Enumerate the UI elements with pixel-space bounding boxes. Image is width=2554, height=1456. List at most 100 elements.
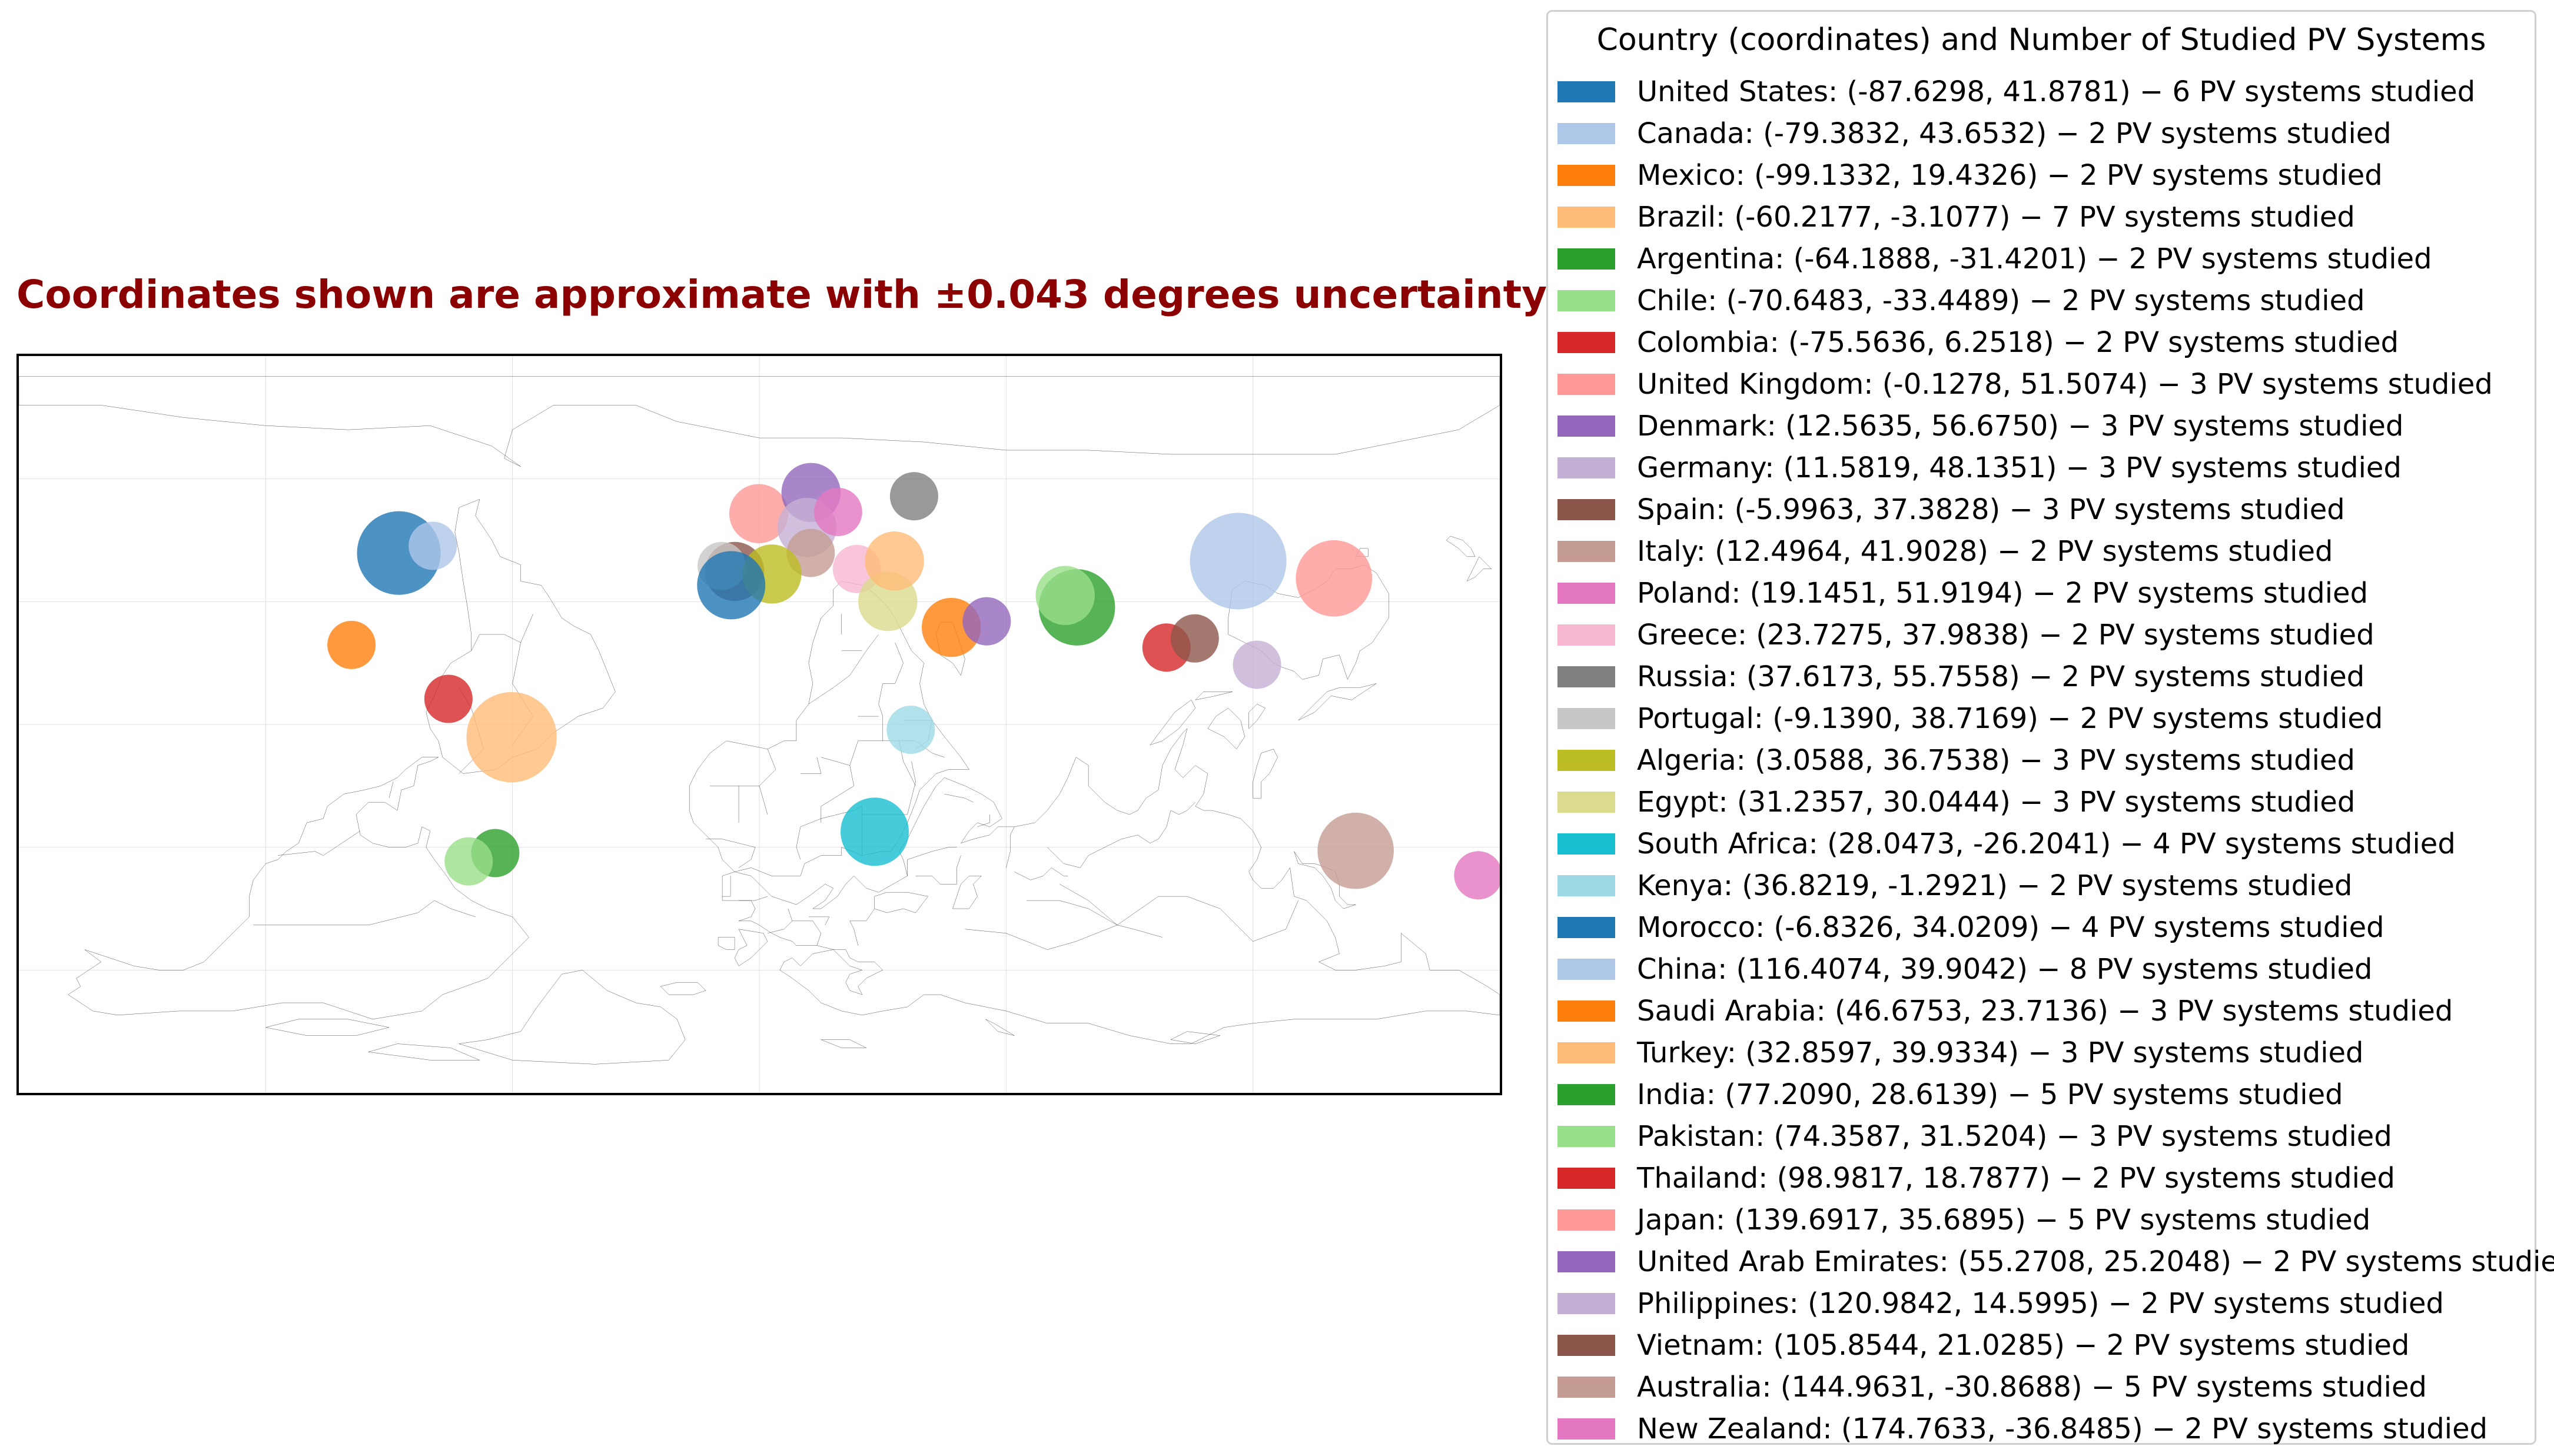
legend-entry: Vietnam: (105.8544, 21.0285) − 2 PV syst… [1557,1324,2409,1366]
legend-swatch [1557,1334,1615,1356]
pv-marker-united-arab-emirates[interactable] [962,597,1011,646]
legend-entry: United Kingdom: (-0.1278, 51.5074) − 3 P… [1557,363,2493,405]
pv-marker-turkey[interactable] [865,531,924,591]
legend-swatch [1557,958,1615,980]
legend-entry: Chile: (-70.6483, -33.4489) − 2 PV syste… [1557,280,2365,321]
legend-label: Saudi Arabia: (46.6753, 23.7136) − 3 PV … [1637,994,2453,1028]
legend-swatch [1557,290,1615,311]
legend-entry: United Arab Emirates: (55.2708, 25.2048)… [1557,1241,2554,1282]
legend-label: Greece: (23.7275, 37.9838) − 2 PV system… [1637,618,2374,651]
pv-marker-japan[interactable] [1296,540,1373,617]
legend-swatch [1557,1125,1615,1147]
legend-label: China: (116.4074, 39.9042) − 8 PV system… [1637,952,2373,986]
legend-swatch [1557,875,1615,896]
legend-swatch [1557,540,1615,562]
legend-swatch [1557,415,1615,437]
pv-marker-colombia[interactable] [424,674,473,723]
pv-marker-pakistan[interactable] [1035,566,1095,625]
legend-label: Spain: (-5.9963, 37.3828) − 3 PV systems… [1637,493,2345,526]
sea-caspian [952,876,981,909]
legend-swatch [1557,791,1615,813]
pv-marker-united-kingdom[interactable] [729,484,789,543]
pv-marker-mexico[interactable] [327,620,376,669]
country-borders [253,614,1298,949]
pv-marker-kenya[interactable] [886,705,935,754]
pv-marker-vietnam[interactable] [1170,614,1219,663]
pv-marker-canada[interactable] [408,521,457,570]
legend-label: Egypt: (31.2357, 30.0444) − 3 PV systems… [1637,785,2356,819]
world-map[interactable] [16,354,1502,1095]
landmass-arctic-islands [265,1019,1220,1061]
legend-swatch [1557,373,1615,395]
pv-marker-russia[interactable] [889,472,938,521]
legend-entry: Argentina: (-64.1888, -31.4201) − 2 PV s… [1557,238,2432,280]
legend-label: Algeria: (3.0588, 36.7538) − 3 PV system… [1637,743,2355,777]
legend-swatch [1557,1042,1615,1063]
legend-entry: Italy: (12.4964, 41.9028) − 2 PV systems… [1557,530,2333,572]
pv-marker-morocco[interactable] [697,551,766,620]
pv-marker-australia[interactable] [1317,812,1394,889]
legend-swatch [1557,1251,1615,1272]
legend-swatch [1557,582,1615,604]
legend-label: South Africa: (28.0473, -26.2041) − 4 PV… [1637,827,2456,860]
legend-swatch [1557,457,1615,478]
legend-entry: Egypt: (31.2357, 30.0444) − 3 PV systems… [1557,781,2355,823]
pv-marker-brazil[interactable] [466,692,557,783]
pv-marker-philippines[interactable] [1233,640,1281,689]
legend-swatch [1557,331,1615,353]
legend-label: Russia: (37.6173, 55.7558) − 2 PV system… [1637,660,2365,693]
legend-label: Vietnam: (105.8544, 21.0285) − 2 PV syst… [1637,1328,2410,1362]
legend-label: Mexico: (-99.1332, 19.4326) − 2 PV syste… [1637,158,2383,192]
legend-swatch [1557,164,1615,186]
landmass-uk [718,929,768,966]
legend-label: Chile: (-70.6483, -33.4489) − 2 PV syste… [1637,284,2365,317]
legend-swatch [1557,1376,1615,1398]
legend-entry: Pakistan: (74.3587, 31.5204) − 3 PV syst… [1557,1115,2392,1157]
legend-label: Poland: (19.1451, 51.9194) − 2 PV system… [1637,576,2369,610]
legend-entry: Denmark: (12.5635, 56.6750) − 3 PV syste… [1557,405,2403,447]
legend-swatch [1557,1167,1615,1189]
legend-label: United States: (-87.6298, 41.8781) − 6 P… [1637,75,2476,108]
legend-swatch [1557,1083,1615,1105]
landmass-eurasia [722,729,1500,1044]
legend: Country (coordinates) and Number of Stud… [1546,10,2554,1445]
legend-label: Pakistan: (74.3587, 31.5204) − 3 PV syst… [1637,1119,2392,1153]
legend-label: Australia: (144.9631, -30.8688) − 5 PV s… [1637,1370,2427,1404]
landmass-australia [1228,565,1389,680]
legend-swatch [1557,248,1615,270]
legend-entry: South Africa: (28.0473, -26.2041) − 4 PV… [1557,823,2456,865]
legend-entry: Canada: (-79.3832, 43.6532) − 2 PV syste… [1557,112,2392,154]
legend-entry: Australia: (144.9631, -30.8688) − 5 PV s… [1557,1366,2427,1408]
legend-label: New Zealand: (174.7633, -36.8485) − 2 PV… [1637,1412,2488,1445]
legend-swatch [1557,81,1615,102]
legend-entry: Colombia: (-75.5636, 6.2518) − 2 PV syst… [1557,321,2399,363]
legend-entry: Portugal: (-9.1390, 38.7169) − 2 PV syst… [1557,697,2383,739]
legend-label: United Arab Emirates: (55.2708, 25.2048)… [1637,1245,2554,1278]
legend-label: Morocco: (-6.8326, 34.0209) − 4 PV syste… [1637,910,2384,944]
map-gridlines [19,356,1500,1093]
legend-label: Denmark: (12.5635, 56.6750) − 3 PV syste… [1637,409,2404,443]
landmass-antarctica [19,377,1500,467]
legend-swatch [1557,122,1615,144]
legend-label: Thailand: (98.9817, 18.7877) − 2 PV syst… [1637,1161,2395,1195]
legend-entry: Turkey: (32.8597, 39.9334) − 3 PV system… [1557,1032,2364,1073]
legend-entry: Japan: (139.6917, 35.6895) − 5 PV system… [1557,1199,2370,1241]
map-title: Coordinates shown are approximate with ±… [16,272,1547,317]
pv-marker-china[interactable] [1190,513,1287,610]
legend-entry: Kenya: (36.8219, -1.2921) − 2 PV systems… [1557,865,2352,906]
legend-label: India: (77.2090, 28.6139) − 5 PV systems… [1637,1078,2343,1111]
pv-marker-new-zealand[interactable] [1454,851,1500,900]
legend-swatch [1557,1292,1615,1314]
legend-entry: New Zealand: (174.7633, -36.8485) − 2 PV… [1557,1408,2487,1450]
legend-swatch [1557,498,1615,520]
legend-label: Kenya: (36.8219, -1.2921) − 2 PV systems… [1637,869,2353,902]
legend-swatch [1557,624,1615,646]
landmass-south-america [426,499,615,773]
pv-marker-south-africa[interactable] [841,797,909,866]
pv-marker-chile[interactable] [444,837,493,886]
pv-marker-poland[interactable] [813,487,862,536]
legend-swatch [1557,916,1615,938]
landmass-africa [689,581,969,876]
legend-entry: Morocco: (-6.8326, 34.0209) − 4 PV syste… [1557,906,2384,948]
legend-entry: Brazil: (-60.2177, -3.1077) − 7 PV syste… [1557,196,2355,238]
